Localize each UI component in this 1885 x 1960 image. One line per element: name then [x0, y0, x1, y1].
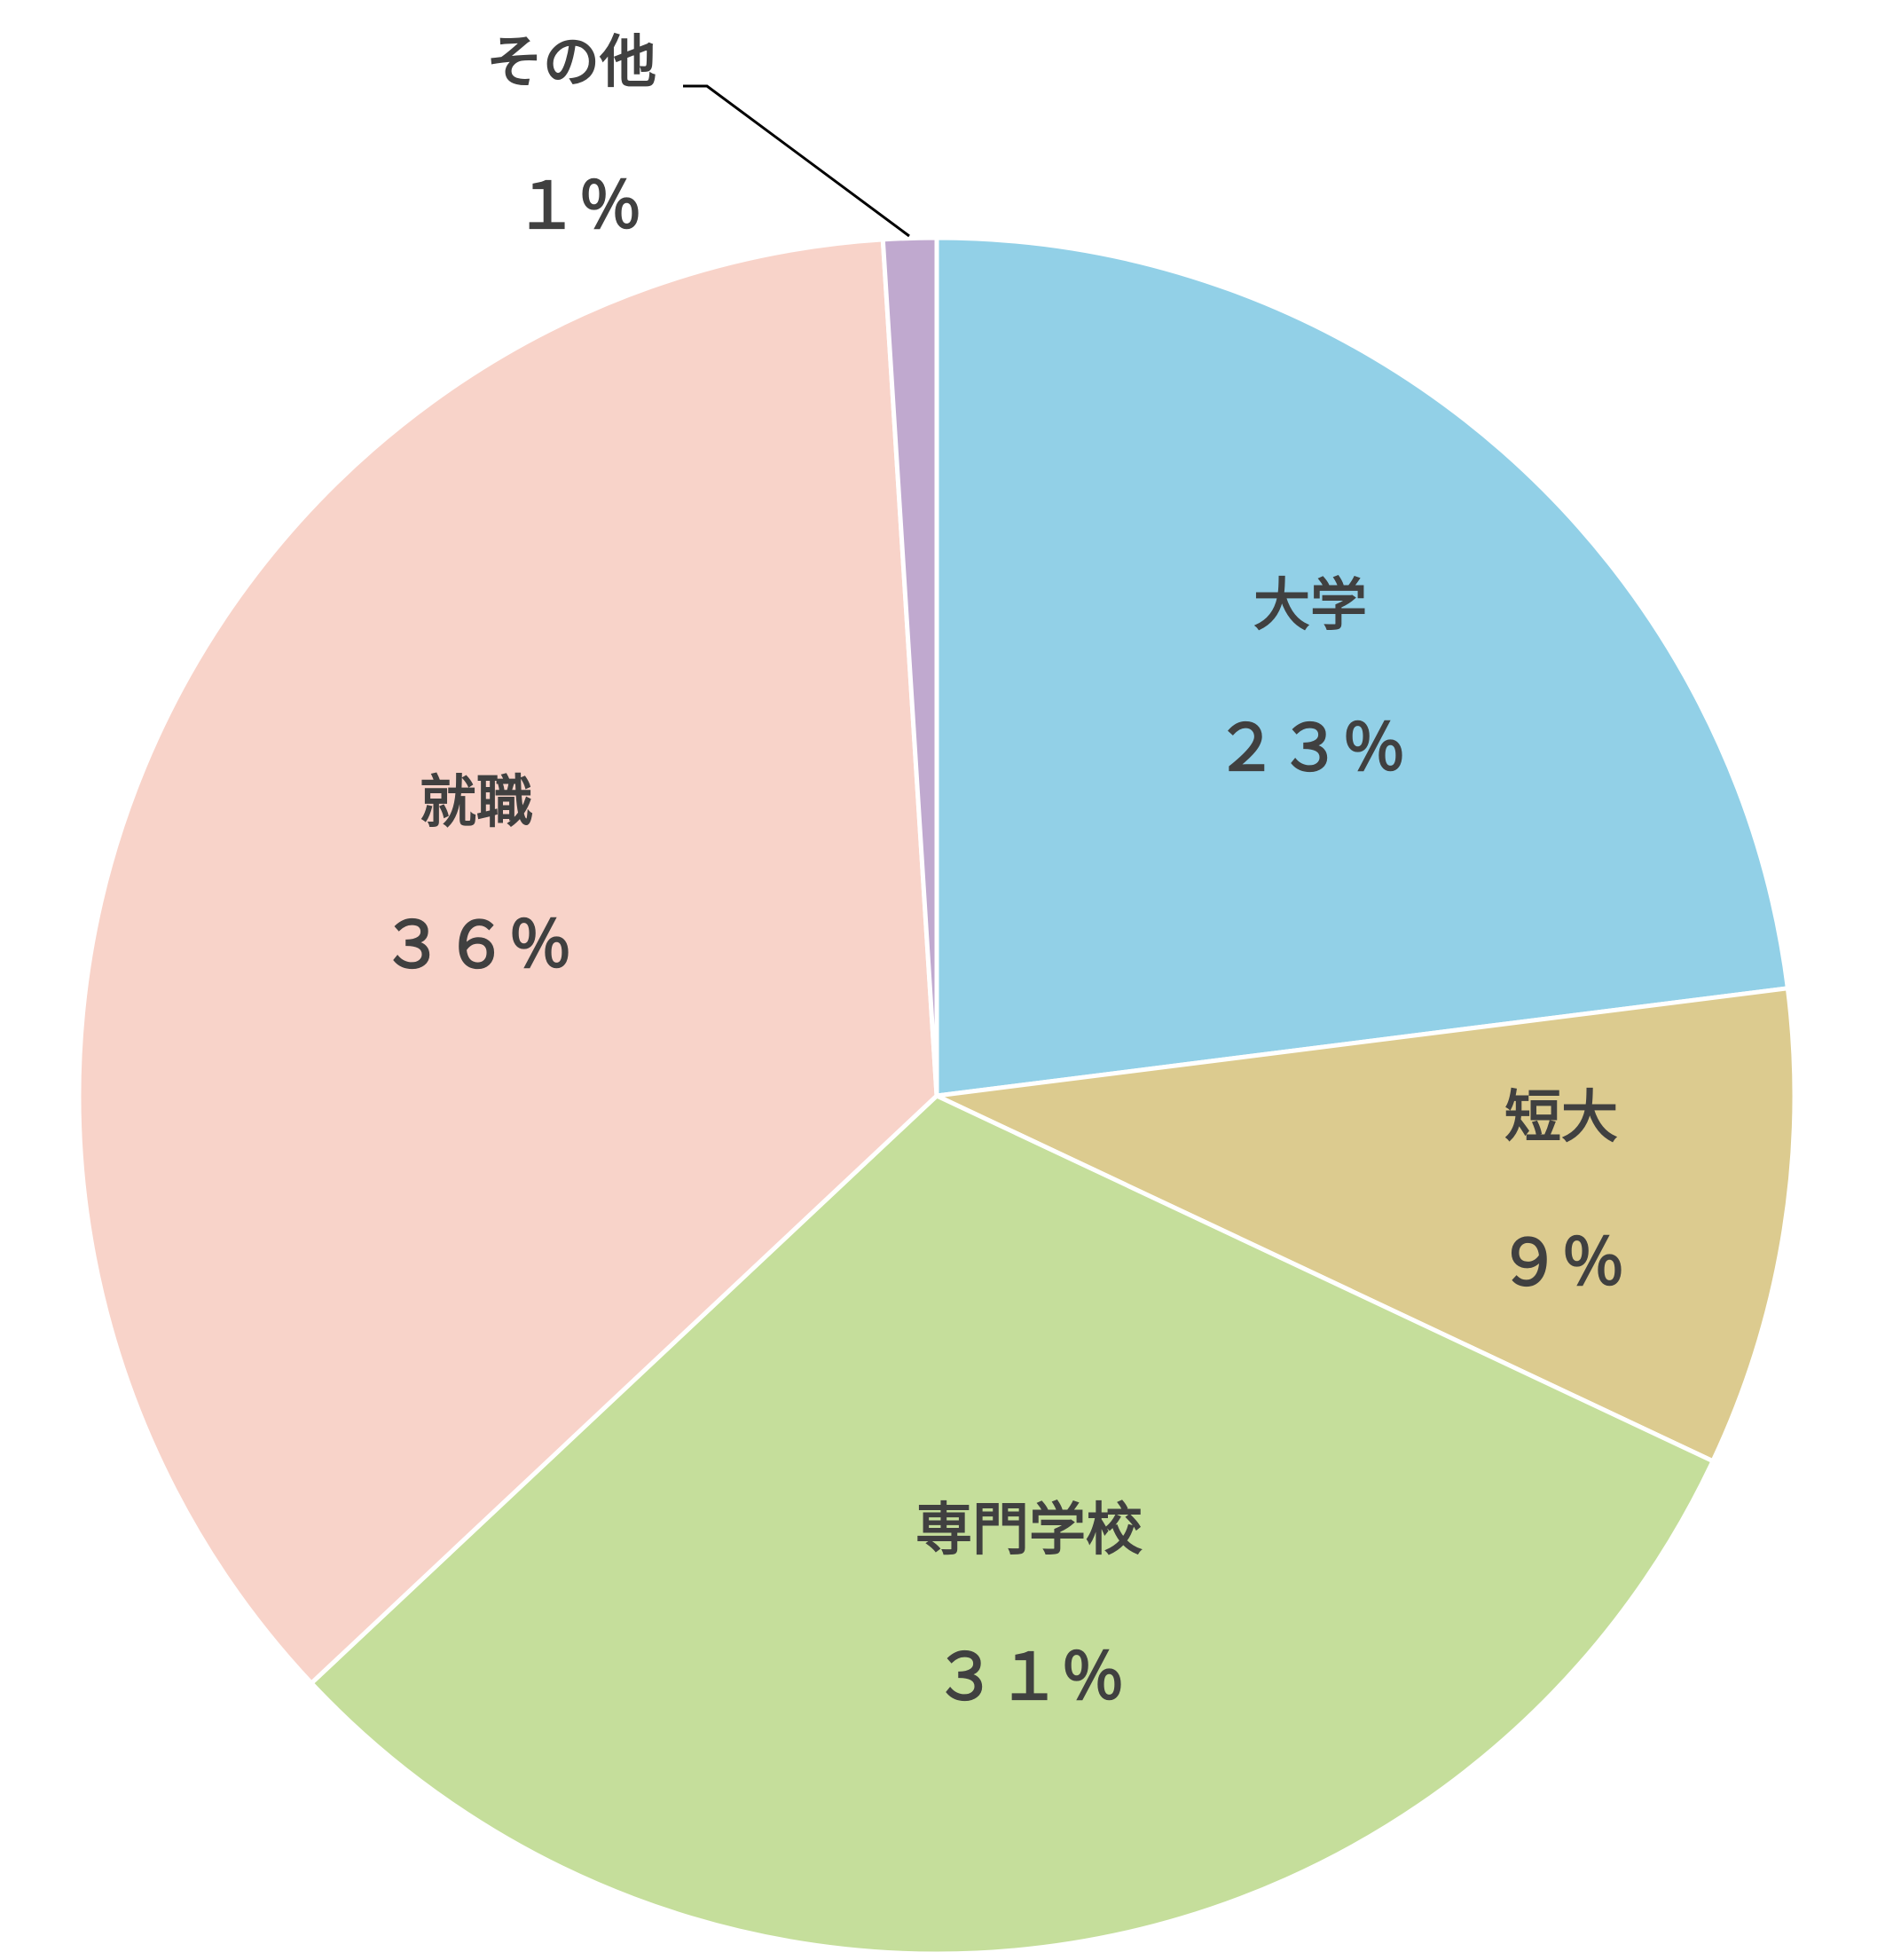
slice-name-専門学校: 専門学校 [915, 1498, 1143, 1563]
leader-line-その他 [683, 84, 910, 238]
pie-labels: 大学 ２３％ 短大 ９％ 専門学校 ３１％ 就職 ３６％ その他 １％ [381, 30, 1625, 1714]
slice-name-就職: 就職 [420, 770, 533, 836]
slice-name-大学: 大学 [1253, 573, 1367, 639]
slice-percent-その他: １％ [514, 169, 642, 243]
slice-name-短大: 短大 [1504, 1085, 1618, 1151]
pie-slice-短大 [934, 986, 1797, 1464]
pie-slice-大学 [934, 235, 1790, 1098]
pie-slice-就職 [76, 237, 939, 1686]
slice-percent-専門学校: ３１％ [933, 1640, 1125, 1714]
pie-slices [76, 235, 1797, 1956]
slice-percent-大学: ２３％ [1214, 711, 1406, 785]
pie-slice-その他 [880, 235, 939, 1098]
pie-slice-専門学校 [309, 1093, 1716, 1956]
slice-percent-就職: ３６％ [381, 908, 572, 982]
slice-name-その他: その他 [486, 30, 656, 96]
slice-percent-短大: ９％ [1497, 1225, 1625, 1300]
